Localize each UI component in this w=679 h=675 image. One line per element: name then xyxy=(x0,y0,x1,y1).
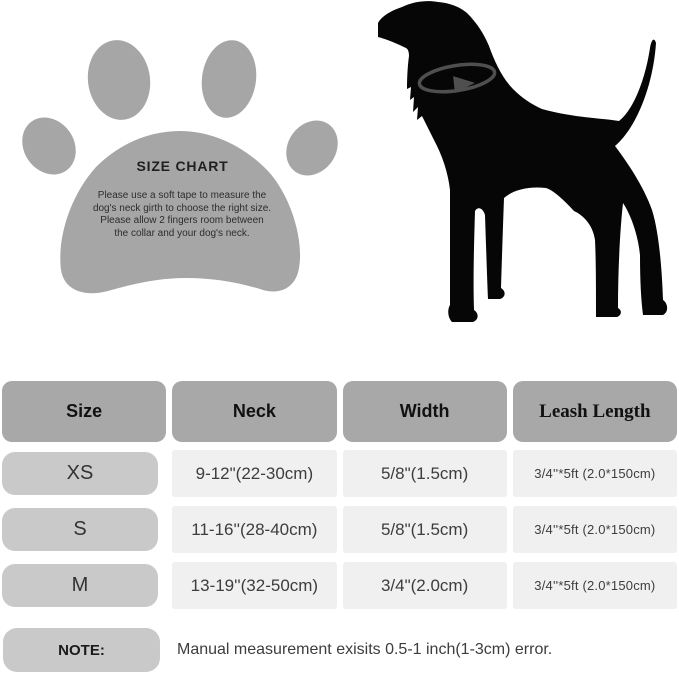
measuring-instructions: Please use a soft tape to measure the do… xyxy=(72,190,292,240)
width-cell: 5/8"(1.5cm) xyxy=(342,450,507,497)
note-text: Manual measurement exisits 0.5-1 inch(1-… xyxy=(177,641,553,658)
paw-main-pad xyxy=(60,131,301,294)
note-label-pill: NOTE: xyxy=(3,628,160,672)
size-label-pill: XS xyxy=(2,452,158,495)
instruction-line: Please allow 2 fingers room between xyxy=(100,215,264,227)
size-chart-title: SIZE CHART xyxy=(136,158,229,174)
paw-toe-right xyxy=(286,120,338,176)
paw-toe-upper-right xyxy=(201,40,257,118)
header-size: Size xyxy=(2,381,167,442)
size-label-pill: S xyxy=(2,508,158,551)
paw-toe-upper-left xyxy=(87,40,151,120)
table-row: S 11-16''(28-40cm) 5/8"(1.5cm) 3/4''*5ft… xyxy=(2,506,677,553)
paw-print-icon xyxy=(22,40,338,294)
table-row: XS 9-12"(22-30cm) 5/8"(1.5cm) 3/4''*5ft … xyxy=(2,450,677,497)
neck-cell: 11-16''(28-40cm) xyxy=(172,506,337,553)
size-cell: M xyxy=(2,562,166,609)
width-cell: 3/4"(2.0cm) xyxy=(342,562,507,609)
size-label-pill: M xyxy=(2,564,158,607)
table-header-row: Size Neck Width Leash Length xyxy=(2,381,677,442)
width-cell: 5/8"(1.5cm) xyxy=(342,506,507,553)
instruction-line: dog's neck girth to choose the right siz… xyxy=(92,202,272,214)
neck-girth-measure-arrow-icon xyxy=(417,62,497,94)
header-neck: Neck xyxy=(172,381,337,442)
instruction-line: the collar and your dog's neck. xyxy=(114,227,250,239)
table-row: M 13-19''(32-50cm) 3/4"(2.0cm) 3/4''*5ft… xyxy=(2,562,677,609)
leash-cell: 3/4''*5ft (2.0*150cm) xyxy=(512,562,677,609)
size-cell: S xyxy=(2,506,166,553)
leash-cell: 3/4''*5ft (2.0*150cm) xyxy=(512,450,677,497)
size-cell: XS xyxy=(2,450,166,497)
header-leash-length: Leash Length xyxy=(512,381,677,442)
standing-dog-silhouette-icon xyxy=(378,1,668,323)
paw-toe-left xyxy=(22,117,76,175)
neck-cell: 13-19''(32-50cm) xyxy=(172,562,337,609)
instruction-line: Please use a soft tape to measure the xyxy=(97,190,267,201)
header-width: Width xyxy=(342,381,507,442)
neck-cell: 9-12"(22-30cm) xyxy=(172,450,337,497)
size-table: Size Neck Width Leash Length XS 9-12"(22… xyxy=(2,381,677,609)
leash-cell: 3/4''*5ft (2.0*150cm) xyxy=(512,506,677,553)
dog-body xyxy=(378,1,668,323)
